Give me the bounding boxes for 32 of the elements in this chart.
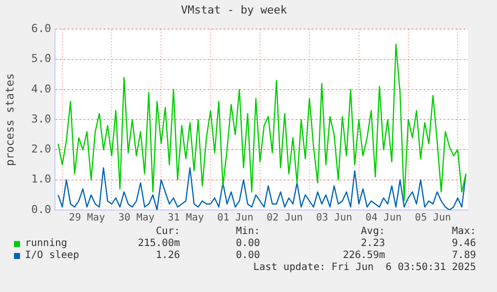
y-tick-label: 5.0 [31, 52, 52, 66]
x-tick-label: 01 Jun [217, 212, 254, 224]
text: 226.59m [342, 250, 385, 261]
x-tick-label: 31 May [168, 212, 204, 224]
text: 7.89 [452, 250, 476, 261]
chart-title: VMstat - by week [181, 3, 288, 16]
x-tick-label: 03 Jun [316, 212, 352, 224]
text: 2.23 [360, 238, 385, 249]
text: Last update: Fri Jun 6 03:50:31 2025 [253, 262, 476, 273]
y-tick-label: 1.0 [31, 172, 52, 186]
text: Min: [236, 226, 260, 237]
text: Cur: [156, 226, 180, 237]
text: 215.00m [138, 238, 180, 249]
y-tick-label: 2.0 [31, 142, 52, 156]
y-axis-title: process states [3, 73, 16, 166]
y-tick-label: 6.0 [31, 22, 52, 36]
legend-label: running [25, 238, 68, 249]
y-tick-label: 0.0 [31, 202, 52, 216]
legend-label: I/O sleep [25, 250, 80, 261]
y-tick-label: 3.0 [31, 112, 52, 126]
text: 9.46 [452, 238, 476, 249]
x-tick-label: 29 May [68, 212, 106, 224]
x-tick-label: 05 Jun [414, 212, 452, 224]
text: Max: [452, 226, 476, 237]
x-tick-label: 30 May [118, 212, 154, 224]
x-tick-label: 04 Jun [365, 212, 402, 224]
y-tick-label: 4.0 [31, 82, 52, 96]
text: 0.00 [236, 250, 260, 261]
text: Avg: [360, 226, 385, 237]
text: 0.00 [236, 238, 260, 249]
text: 1.26 [156, 250, 180, 261]
x-tick-label: 02 Jun [266, 212, 303, 224]
